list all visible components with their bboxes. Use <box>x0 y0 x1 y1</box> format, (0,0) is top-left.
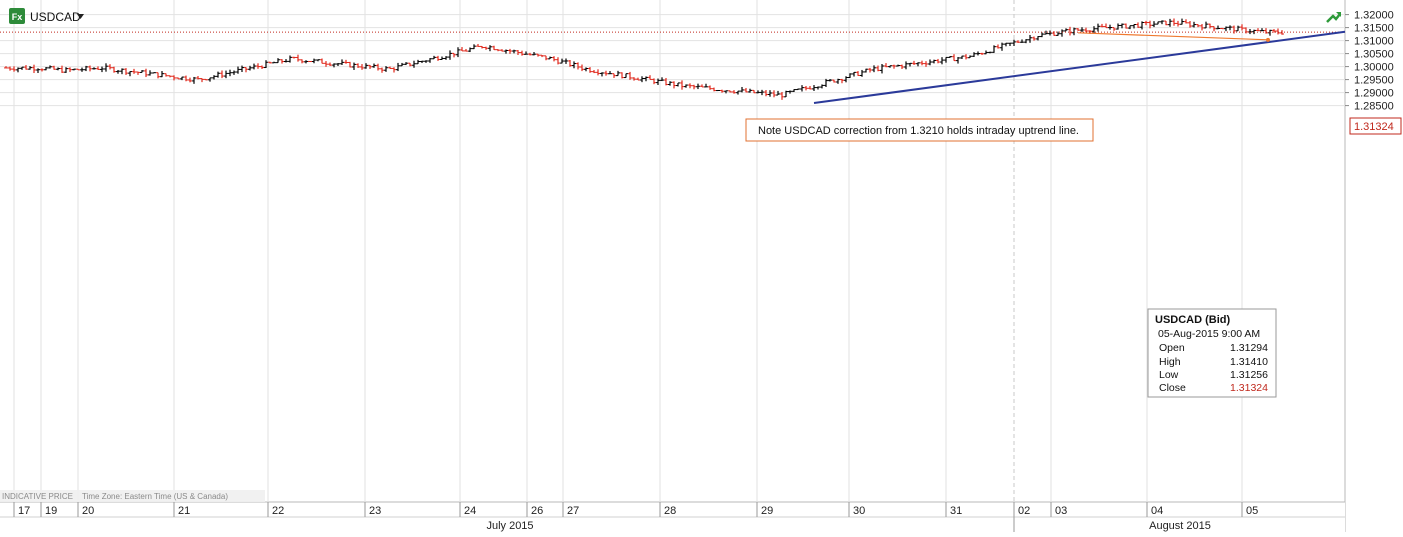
day-tick-label: 23 <box>369 505 381 517</box>
price-tick-label: 1.31000 <box>1354 36 1394 48</box>
price-tick-label: 1.29500 <box>1354 75 1394 87</box>
tooltip-title: USDCAD (Bid) <box>1155 314 1230 326</box>
day-tick-label: 20 <box>82 505 94 517</box>
last-price-tag: 1.31324 <box>1350 118 1401 134</box>
price-tick-label: 1.32000 <box>1354 10 1394 22</box>
indicative-price-label: INDICATIVE PRICE <box>2 492 73 501</box>
tooltip-high-value: 1.31410 <box>1230 356 1268 368</box>
day-tick-label: 26 <box>531 505 543 517</box>
ohlc-tooltip: USDCAD (Bid) 05-Aug-2015 9:00 AM Open 1.… <box>1148 309 1276 397</box>
month-label: August 2015 <box>1149 520 1211 532</box>
price-tick-label: 1.30000 <box>1354 62 1394 74</box>
month-label: July 2015 <box>486 520 533 532</box>
price-tick-label: 1.28500 <box>1354 101 1394 113</box>
day-tick-label: 05 <box>1246 505 1258 517</box>
day-tick-label: 28 <box>664 505 676 517</box>
tooltip-open-label: Open <box>1159 342 1185 354</box>
last-price-value: 1.31324 <box>1354 121 1394 133</box>
ohlc-bar <box>716 90 720 91</box>
day-tick-label: 03 <box>1055 505 1067 517</box>
tooltip-datetime: 05-Aug-2015 9:00 AM <box>1158 328 1260 340</box>
instrument-selector[interactable]: USDCAD <box>30 10 81 24</box>
annotation-text: Note USDCAD correction from 1.3210 holds… <box>758 125 1079 137</box>
day-tick-label: 31 <box>950 505 962 517</box>
day-tick-label: 24 <box>464 505 476 517</box>
day-tick-label: 02 <box>1018 505 1030 517</box>
plot-area <box>0 0 1345 502</box>
day-tick-label: 19 <box>45 505 57 517</box>
tooltip-close-label: Close <box>1159 382 1186 394</box>
day-tick-label: 27 <box>567 505 579 517</box>
price-tick-label: 1.30500 <box>1354 49 1394 61</box>
day-tick-label: 30 <box>853 505 865 517</box>
tooltip-close-value: 1.31324 <box>1230 382 1268 394</box>
tooltip-open-value: 1.31294 <box>1230 342 1268 354</box>
timezone-label: Time Zone: Eastern Time (US & Canada) <box>82 492 228 501</box>
day-tick-label: 29 <box>761 505 773 517</box>
fx-badge-label: Fx <box>12 12 23 22</box>
tooltip-low-label: Low <box>1159 369 1179 381</box>
annotation-note[interactable]: Note USDCAD correction from 1.3210 holds… <box>746 119 1093 141</box>
day-tick-label: 04 <box>1151 505 1163 517</box>
price-tick-label: 1.29000 <box>1354 88 1394 100</box>
tooltip-high-label: High <box>1159 356 1181 368</box>
annotation-anchor-dot <box>1266 38 1270 42</box>
tooltip-low-value: 1.31256 <box>1230 369 1268 381</box>
day-tick-label: 17 <box>18 505 30 517</box>
price-tick-label: 1.31500 <box>1354 23 1394 35</box>
day-tick-label: 22 <box>272 505 284 517</box>
day-tick-label: 21 <box>178 505 190 517</box>
